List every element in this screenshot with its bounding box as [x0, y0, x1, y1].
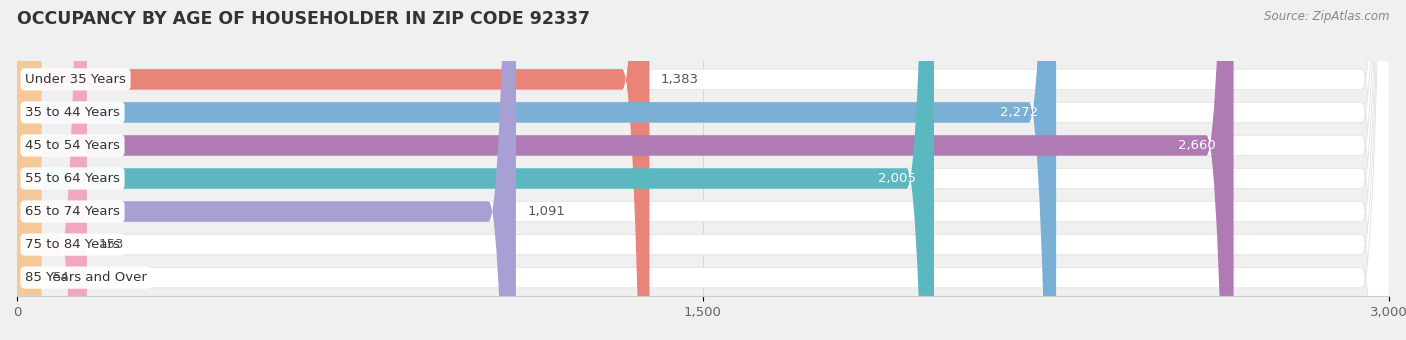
Text: 2,272: 2,272	[1000, 106, 1038, 119]
Text: OCCUPANCY BY AGE OF HOUSEHOLDER IN ZIP CODE 92337: OCCUPANCY BY AGE OF HOUSEHOLDER IN ZIP C…	[17, 10, 591, 28]
Text: 45 to 54 Years: 45 to 54 Years	[25, 139, 120, 152]
Text: 65 to 74 Years: 65 to 74 Years	[25, 205, 120, 218]
Text: 35 to 44 Years: 35 to 44 Years	[25, 106, 120, 119]
Text: 54: 54	[53, 271, 70, 284]
Text: Under 35 Years: Under 35 Years	[25, 73, 127, 86]
Text: 55 to 64 Years: 55 to 64 Years	[25, 172, 120, 185]
Text: 1,091: 1,091	[527, 205, 565, 218]
Text: Source: ZipAtlas.com: Source: ZipAtlas.com	[1264, 10, 1389, 23]
FancyBboxPatch shape	[17, 0, 1389, 340]
FancyBboxPatch shape	[17, 0, 650, 340]
FancyBboxPatch shape	[17, 0, 1389, 340]
FancyBboxPatch shape	[17, 0, 87, 340]
FancyBboxPatch shape	[17, 0, 1389, 340]
FancyBboxPatch shape	[17, 0, 1233, 340]
FancyBboxPatch shape	[17, 0, 516, 340]
FancyBboxPatch shape	[14, 0, 45, 340]
Text: 2,005: 2,005	[877, 172, 915, 185]
Text: 85 Years and Over: 85 Years and Over	[25, 271, 148, 284]
Text: 2,660: 2,660	[1178, 139, 1215, 152]
FancyBboxPatch shape	[17, 0, 1389, 340]
FancyBboxPatch shape	[17, 0, 1389, 340]
Text: 153: 153	[98, 238, 124, 251]
FancyBboxPatch shape	[17, 0, 1389, 340]
FancyBboxPatch shape	[17, 0, 1056, 340]
Text: 75 to 84 Years: 75 to 84 Years	[25, 238, 120, 251]
FancyBboxPatch shape	[17, 0, 1389, 340]
FancyBboxPatch shape	[17, 0, 934, 340]
Text: 1,383: 1,383	[661, 73, 699, 86]
